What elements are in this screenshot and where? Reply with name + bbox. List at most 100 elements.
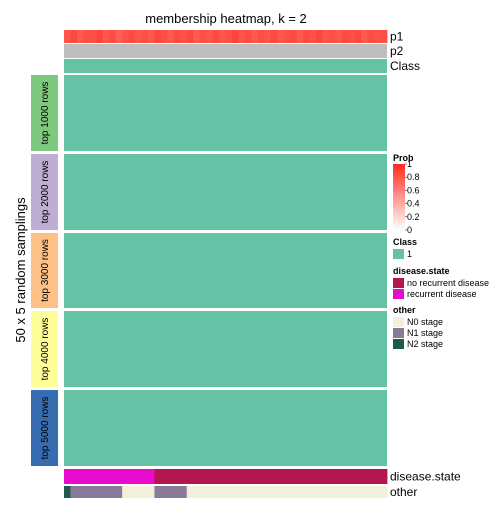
p1-cell [290, 30, 297, 43]
heatmap-block [64, 233, 387, 308]
p1-cell [115, 30, 123, 43]
bottom-annotation-segment [122, 486, 155, 498]
p1-cell [167, 30, 175, 43]
p1-cell [109, 30, 117, 43]
prob-color-bar [393, 164, 405, 230]
prob-legend-title: Prob [393, 153, 414, 163]
p1-cell [173, 30, 181, 43]
bottom-annotation-segment [154, 469, 388, 484]
row-group-label-box [31, 75, 58, 151]
p1-cell [180, 30, 188, 43]
p1-cell [244, 30, 252, 43]
p1-cell [315, 30, 323, 43]
p1-cell [354, 30, 362, 43]
other-legend-swatch [393, 328, 404, 338]
row-group-label: top 5000 rows [40, 397, 51, 460]
p1-cell [122, 30, 129, 43]
row-group-label: top 4000 rows [40, 318, 51, 381]
row-groups: top 1000 rows top 2000 rows top 3000 rows t… [31, 75, 387, 466]
heatmap-block [64, 390, 387, 466]
other-legend-label: N0 stage [407, 317, 443, 327]
row-group-label-box [31, 390, 58, 466]
p1-cell [251, 30, 259, 43]
p1-cell [328, 30, 336, 43]
p1-cell [147, 30, 155, 43]
p1-cell [277, 30, 285, 43]
p1-cell [160, 30, 168, 43]
bottom-annotation-label: other [390, 485, 417, 499]
p1-cell [374, 30, 381, 43]
p1-cell [380, 30, 388, 43]
prob-tick-label: 0.4 [407, 199, 420, 209]
p1-cell [296, 30, 304, 43]
p1-cell [303, 30, 310, 43]
p1-cell [193, 30, 201, 43]
row-group-label: top 1000 rows [40, 82, 51, 145]
disease-state-legend-title: disease.state [393, 266, 450, 276]
p1-cell [154, 30, 162, 43]
chart-title: membership heatmap, k = 2 [145, 11, 307, 26]
p1-cell [225, 30, 233, 43]
disease-state-legend-swatch [393, 289, 404, 299]
p1-cell [322, 30, 330, 43]
p1-cell [257, 30, 265, 43]
heatmap-block [64, 154, 387, 230]
p1-cell [283, 30, 291, 43]
p1-cell [70, 30, 78, 43]
p1-cell [231, 30, 239, 43]
prob-tick-label: 0.8 [407, 172, 420, 182]
prob-tick-label: 0.6 [407, 185, 420, 195]
disease-state-legend-label: recurrent disease [407, 289, 477, 299]
p1-cell [219, 30, 226, 43]
other-legend-label: N2 stage [407, 339, 443, 349]
p1-cell [335, 30, 343, 43]
disease-state-legend-swatch [393, 278, 404, 288]
top-annotation-label: Class [390, 59, 420, 73]
p1-cell [341, 30, 349, 43]
p1-cell [348, 30, 356, 43]
top-annotation-label: p2 [390, 44, 404, 58]
heatmap-block [64, 311, 387, 387]
row-group-label: top 2000 rows [40, 161, 51, 224]
prob-tick-label: 1 [407, 159, 412, 169]
p1-cell [96, 30, 104, 43]
other-legend-title: other [393, 305, 416, 315]
p1-cell [270, 30, 278, 43]
p2-bar [64, 44, 387, 58]
bottom-annotation-segment [70, 486, 123, 498]
p1-cell [361, 30, 369, 43]
bottom-annotation-segment [64, 486, 71, 498]
p1-cell [212, 30, 220, 43]
bottom-annotation-label: disease.state [390, 470, 461, 484]
row-group-label: top 3000 rows [40, 239, 51, 302]
p1-cell [186, 30, 194, 43]
y-axis-label: 50 x 5 random samplings [13, 197, 28, 343]
p1-cell [309, 30, 317, 43]
disease-state-legend-label: no recurrent disease [407, 278, 489, 288]
row-group-label-box [31, 233, 58, 308]
p1-cell [102, 30, 110, 43]
prob-tick-label: 0.2 [407, 212, 420, 222]
heatmap-block [64, 75, 387, 151]
p1-cell [199, 30, 207, 43]
p1-cell [238, 30, 246, 43]
bottom-annotation-segment [64, 469, 155, 484]
p1-cell [367, 30, 375, 43]
p1-cell [89, 30, 97, 43]
p1-cell [206, 30, 213, 43]
other-legend-swatch [393, 317, 404, 327]
class-legend-label: 1 [407, 249, 412, 259]
other-legend-swatch [393, 339, 404, 349]
class-bar [64, 59, 387, 73]
class-legend-title: Class [393, 237, 417, 247]
prob-tick-label: 0 [407, 225, 412, 235]
p1-cell [83, 30, 91, 43]
legends: Prob10.80.60.40.20Class1disease.stateno … [393, 153, 489, 349]
p1-cell [135, 30, 142, 43]
top-annotation-label: p1 [390, 30, 404, 44]
p1-cell [141, 30, 149, 43]
